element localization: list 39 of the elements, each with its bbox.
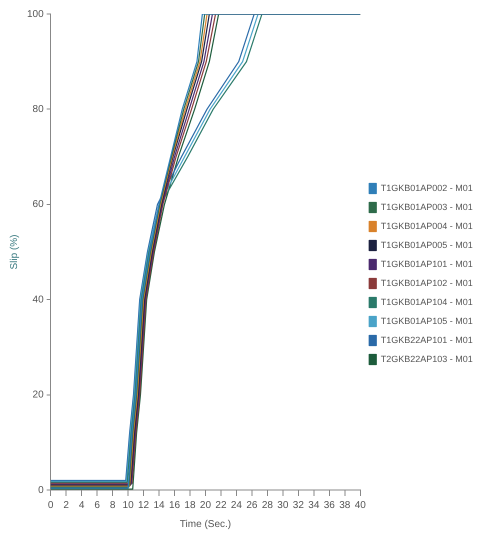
legend-label: T1GKB01AP003 - M01 <box>380 202 473 212</box>
x-axis-title: Time (Sec.) <box>180 518 232 530</box>
x-tick-label: 4 <box>78 500 85 511</box>
x-tick-label: 24 <box>230 500 242 511</box>
x-tick-label: 32 <box>292 500 304 511</box>
legend-label: T2GKB22AP103 - M01 <box>380 354 473 364</box>
x-tick-label: 8 <box>110 500 116 511</box>
x-tick-label: 40 <box>354 500 366 511</box>
y-tick-label: 40 <box>32 294 44 306</box>
x-tick-label: 34 <box>308 500 320 511</box>
x-tick-label: 20 <box>200 500 212 511</box>
x-tick-label: 12 <box>138 500 150 511</box>
legend-label: T1GKB01AP002 - M01 <box>380 182 473 193</box>
y-tick-label: 60 <box>32 199 44 210</box>
y-tick-label: 80 <box>32 104 44 115</box>
legend-label: T1GKB01AP104 - M01 <box>380 296 473 307</box>
x-tick-label: 16 <box>168 500 181 511</box>
x-tick-label: 36 <box>324 500 336 511</box>
x-tick-label: 38 <box>339 500 351 511</box>
legend-label: T1GKB01AP102 - M01 <box>380 278 473 288</box>
legend-label: T1GKB01AP005 - M01 <box>380 240 473 250</box>
x-tick-label: 18 <box>184 500 196 511</box>
x-tick-label: 2 <box>63 500 70 511</box>
legend-label: T1GKB01AP004 - M01 <box>380 220 473 231</box>
y-tick-label: 0 <box>38 484 44 496</box>
y-tick-label: 100 <box>26 8 44 20</box>
x-tick-label: 6 <box>94 500 100 511</box>
legend-label: T1GKB22AP101 - M01 <box>380 334 473 345</box>
y-axis-title: Slip (%) <box>8 234 20 270</box>
x-tick-label: 26 <box>246 500 258 511</box>
x-tick-label: 0 <box>48 500 54 511</box>
x-tick-label: 30 <box>277 500 289 511</box>
x-tick-label: 10 <box>122 500 134 511</box>
x-tick-label: 14 <box>153 500 166 511</box>
x-tick-label: 22 <box>215 500 227 511</box>
y-tick-label: 20 <box>32 390 44 401</box>
legend-label: T1GKB01AP105 - M01 <box>380 316 473 326</box>
legend-label: T1GKB01AP101 - M01 <box>380 258 473 269</box>
x-tick-label: 28 <box>262 500 274 511</box>
